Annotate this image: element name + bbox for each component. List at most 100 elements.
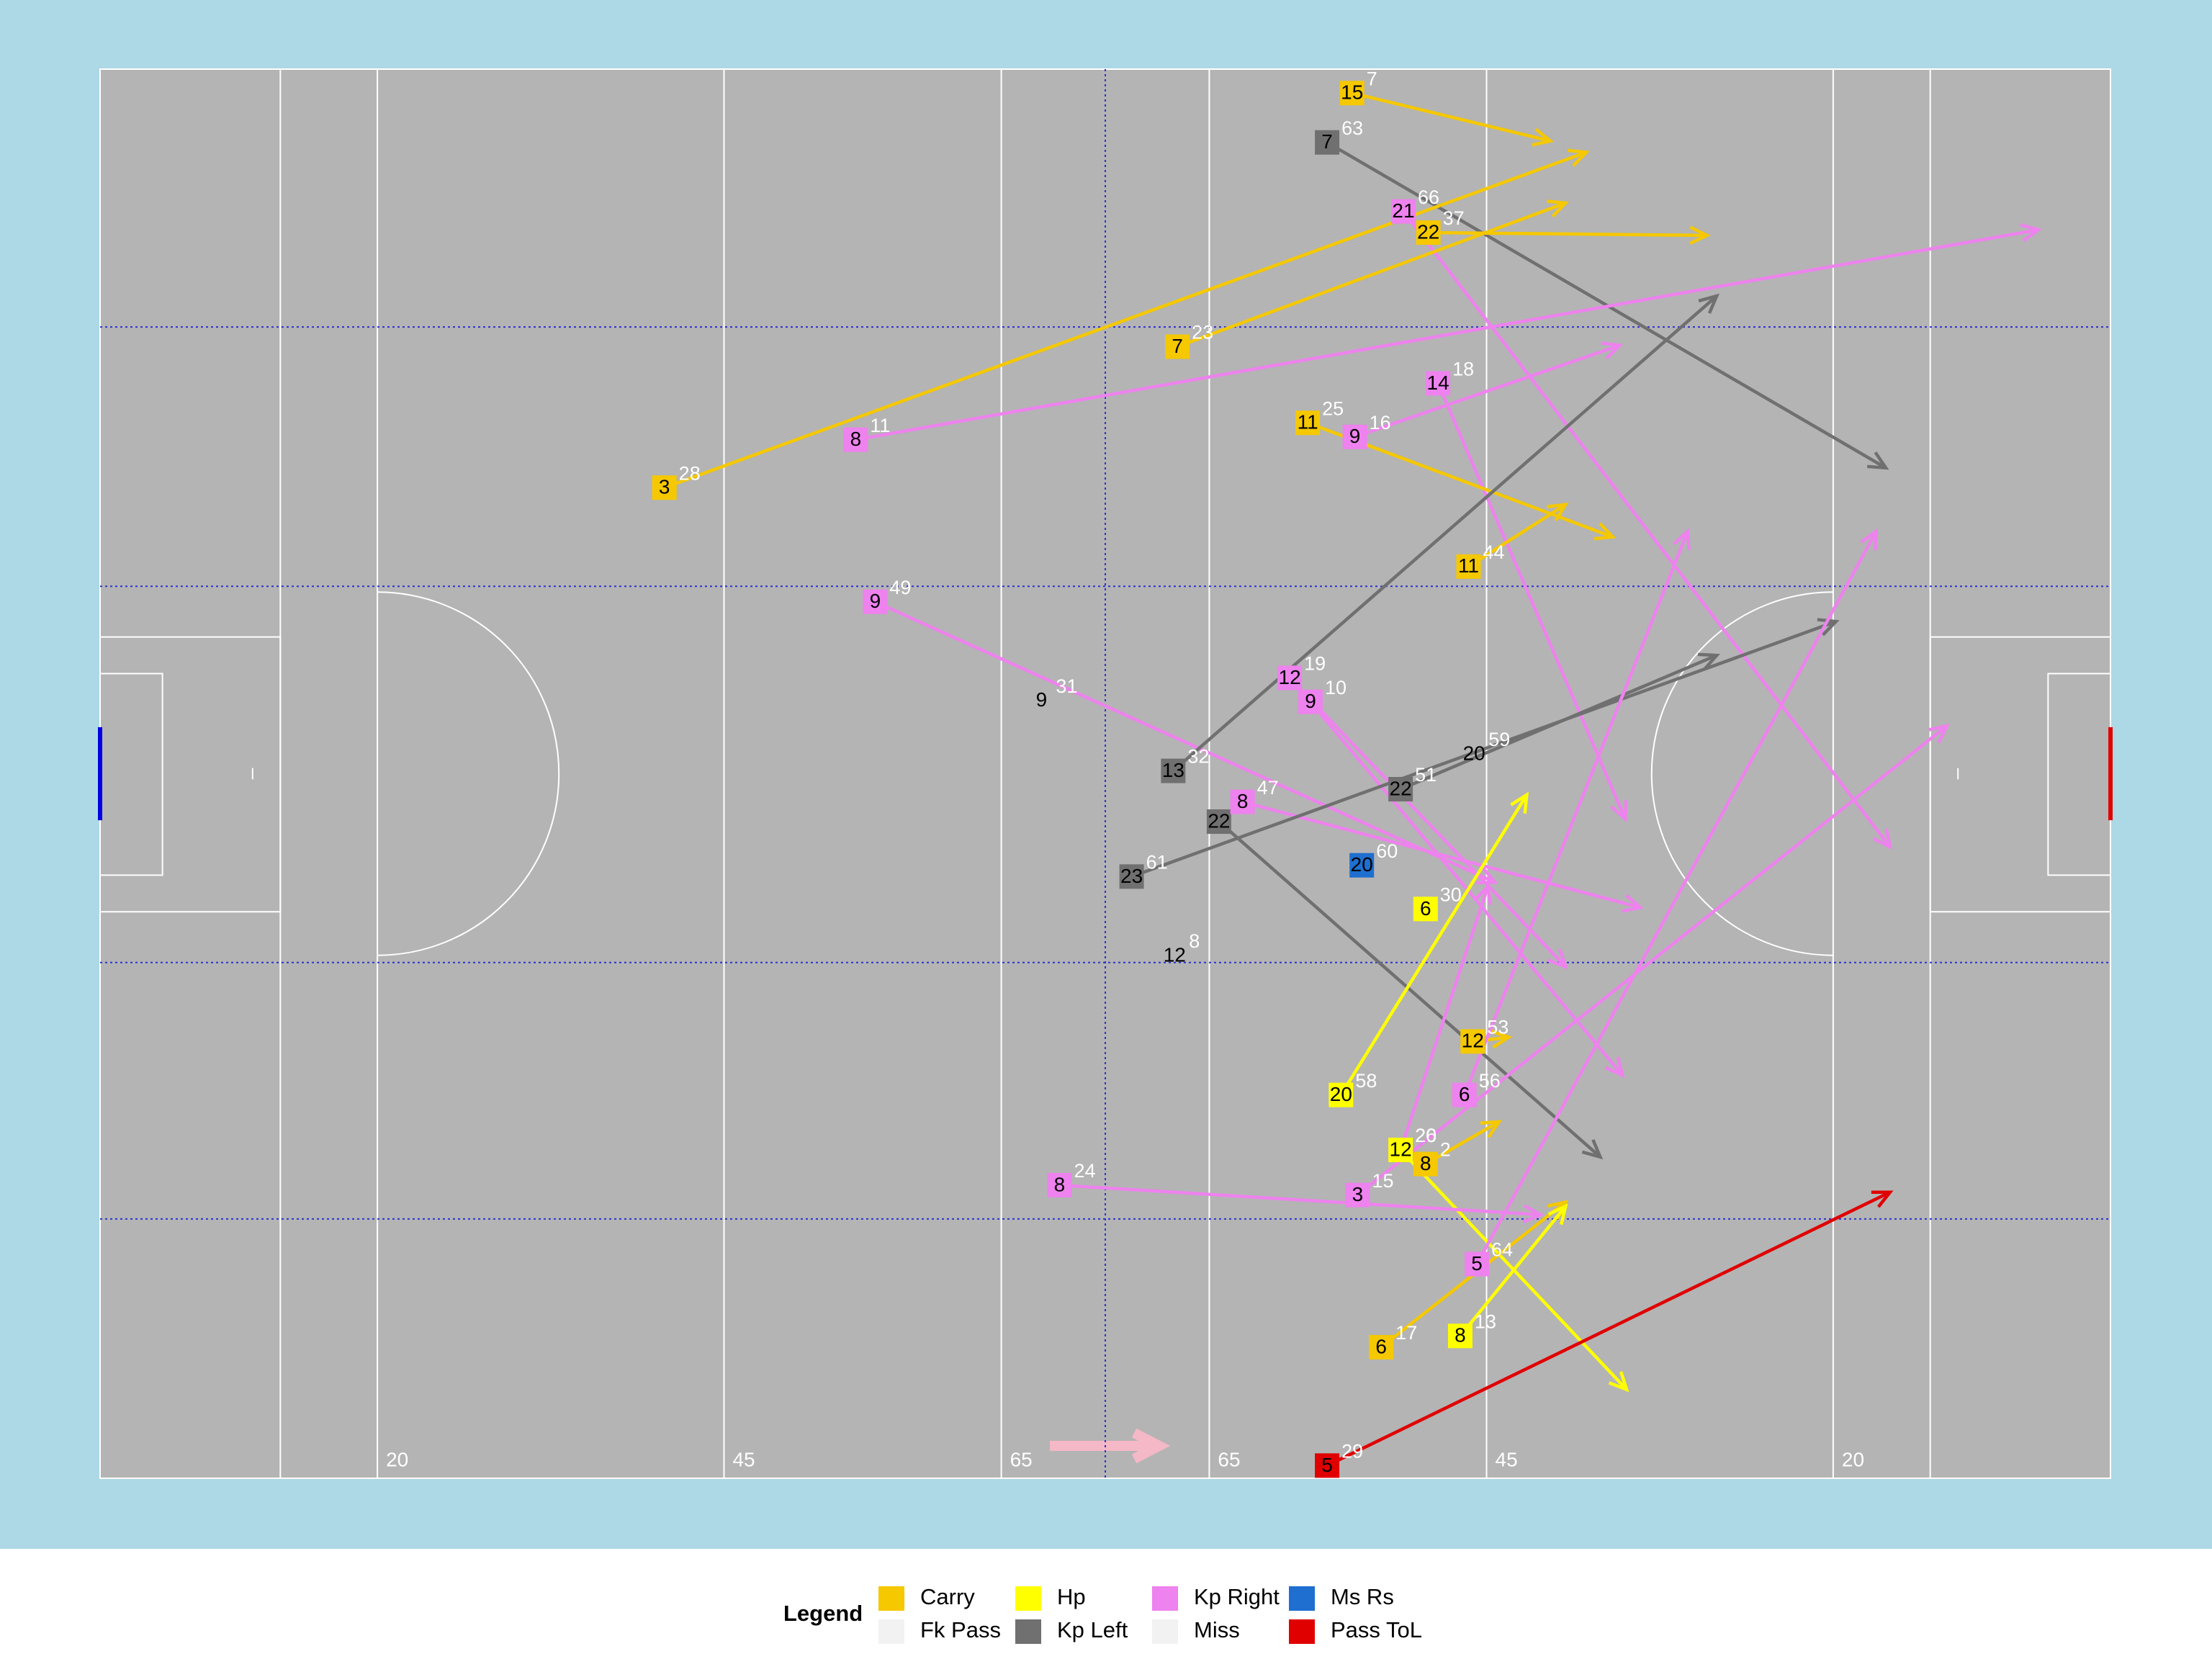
event-marker [652, 475, 677, 500]
event-marker [1230, 789, 1255, 814]
arrow [1424, 1120, 1500, 1166]
arrow-head [1593, 522, 1617, 541]
arrow [1130, 620, 1837, 878]
line-label: 65 [1218, 1448, 1240, 1470]
event-id: 2 [1440, 1139, 1451, 1161]
player-label: 12 [1164, 943, 1186, 966]
legend-label: Carry [920, 1584, 975, 1609]
arrow-head [1480, 1120, 1503, 1138]
event-id: 17 [1395, 1322, 1417, 1344]
event-marker [1465, 1251, 1490, 1277]
event-id: 49 [889, 577, 911, 598]
event-marker [1456, 554, 1481, 579]
event-id: 61 [1146, 851, 1168, 873]
arrow [1462, 531, 1689, 1096]
event-id: 8 [1189, 930, 1200, 952]
legend-label: Kp Left [1057, 1617, 1128, 1642]
arrow-head [1698, 293, 1720, 314]
player-label: 7 [1321, 130, 1333, 153]
arrow-head [1689, 225, 1711, 246]
player-label: 20 [1463, 742, 1485, 764]
player-label: 3 [1352, 1183, 1364, 1205]
legend-swatch [1152, 1619, 1178, 1644]
player-label: 8 [1420, 1152, 1431, 1174]
arrow [874, 600, 1496, 884]
arrow [1218, 820, 1601, 1159]
event-id: 56 [1479, 1070, 1501, 1092]
legend-swatch [1289, 1619, 1315, 1644]
event-marker [1295, 410, 1321, 436]
arrow-head [1491, 1029, 1513, 1049]
event-marker [1369, 1334, 1394, 1359]
event-marker [1345, 1182, 1370, 1208]
player-label: 21 [1392, 199, 1414, 222]
arrow-head [1622, 894, 1645, 913]
line-label: 65 [1010, 1448, 1033, 1470]
event-id: 58 [1355, 1070, 1377, 1092]
arrow-head [1817, 618, 1840, 637]
player-label: 22 [1208, 809, 1230, 832]
arrow [1352, 91, 1551, 143]
player-label: 8 [1237, 790, 1249, 812]
player-label: 14 [1427, 372, 1449, 394]
player-label: 12 [1390, 1138, 1412, 1160]
arrow-head [1522, 1204, 1545, 1223]
arrow-head [1510, 791, 1529, 814]
arrow [1288, 676, 1567, 968]
event-id: 20 [1415, 1125, 1437, 1146]
arrow-head [2020, 222, 2042, 243]
arrow-head [1673, 528, 1691, 550]
legend-label: Pass ToL [1331, 1617, 1422, 1642]
event-marker [1416, 220, 1441, 246]
arrow [1475, 530, 1878, 1265]
arrow [1326, 1190, 1891, 1467]
player-label: 8 [1455, 1324, 1466, 1346]
event-id: 25 [1322, 397, 1344, 419]
arrow-head [1532, 127, 1555, 147]
arrow [1059, 1183, 1541, 1217]
player-label: 22 [1417, 220, 1439, 243]
legend-swatch [1015, 1586, 1041, 1611]
event-marker [1447, 1323, 1473, 1349]
event-marker [1315, 1453, 1340, 1478]
event-marker [863, 589, 888, 614]
arrow-head [1581, 1138, 1604, 1160]
player-label: 3 [659, 476, 670, 498]
event-id: 66 [1418, 186, 1439, 208]
player-label: 13 [1162, 759, 1184, 781]
legend-label: Miss [1194, 1617, 1240, 1642]
player-label: 22 [1390, 777, 1412, 799]
player-label: 23 [1120, 865, 1143, 887]
event-id: 19 [1304, 653, 1326, 675]
legend-swatch [1289, 1586, 1315, 1611]
event-id: 24 [1074, 1160, 1095, 1182]
event-id: 16 [1370, 412, 1391, 433]
event-marker [1298, 689, 1323, 714]
arrow [1357, 724, 1948, 1197]
player-label: 6 [1420, 897, 1431, 920]
arrow [1402, 210, 1892, 848]
event-id: 59 [1488, 729, 1510, 750]
event-marker [1349, 853, 1375, 878]
arrow-head [1547, 502, 1569, 522]
arrow-head [1608, 1371, 1629, 1393]
arrow [1467, 503, 1567, 568]
arrow-head [1476, 866, 1498, 885]
arrow-head [1609, 800, 1628, 822]
goal-area [100, 636, 282, 913]
event-id: 18 [1452, 359, 1474, 380]
arrow-head [1473, 883, 1493, 906]
arrow [1398, 886, 1490, 1151]
legend-title: Legend [783, 1601, 863, 1626]
event-id: 13 [1475, 1310, 1496, 1332]
pitch [99, 68, 2111, 1479]
event-marker [1339, 81, 1364, 106]
event-id: 37 [1443, 207, 1465, 229]
arrow [1354, 343, 1621, 439]
line-label: 45 [732, 1448, 755, 1470]
player-label: 8 [850, 428, 862, 450]
arrow-head [1872, 828, 1892, 850]
arrow [663, 150, 1587, 490]
player-label: 9 [870, 590, 881, 612]
